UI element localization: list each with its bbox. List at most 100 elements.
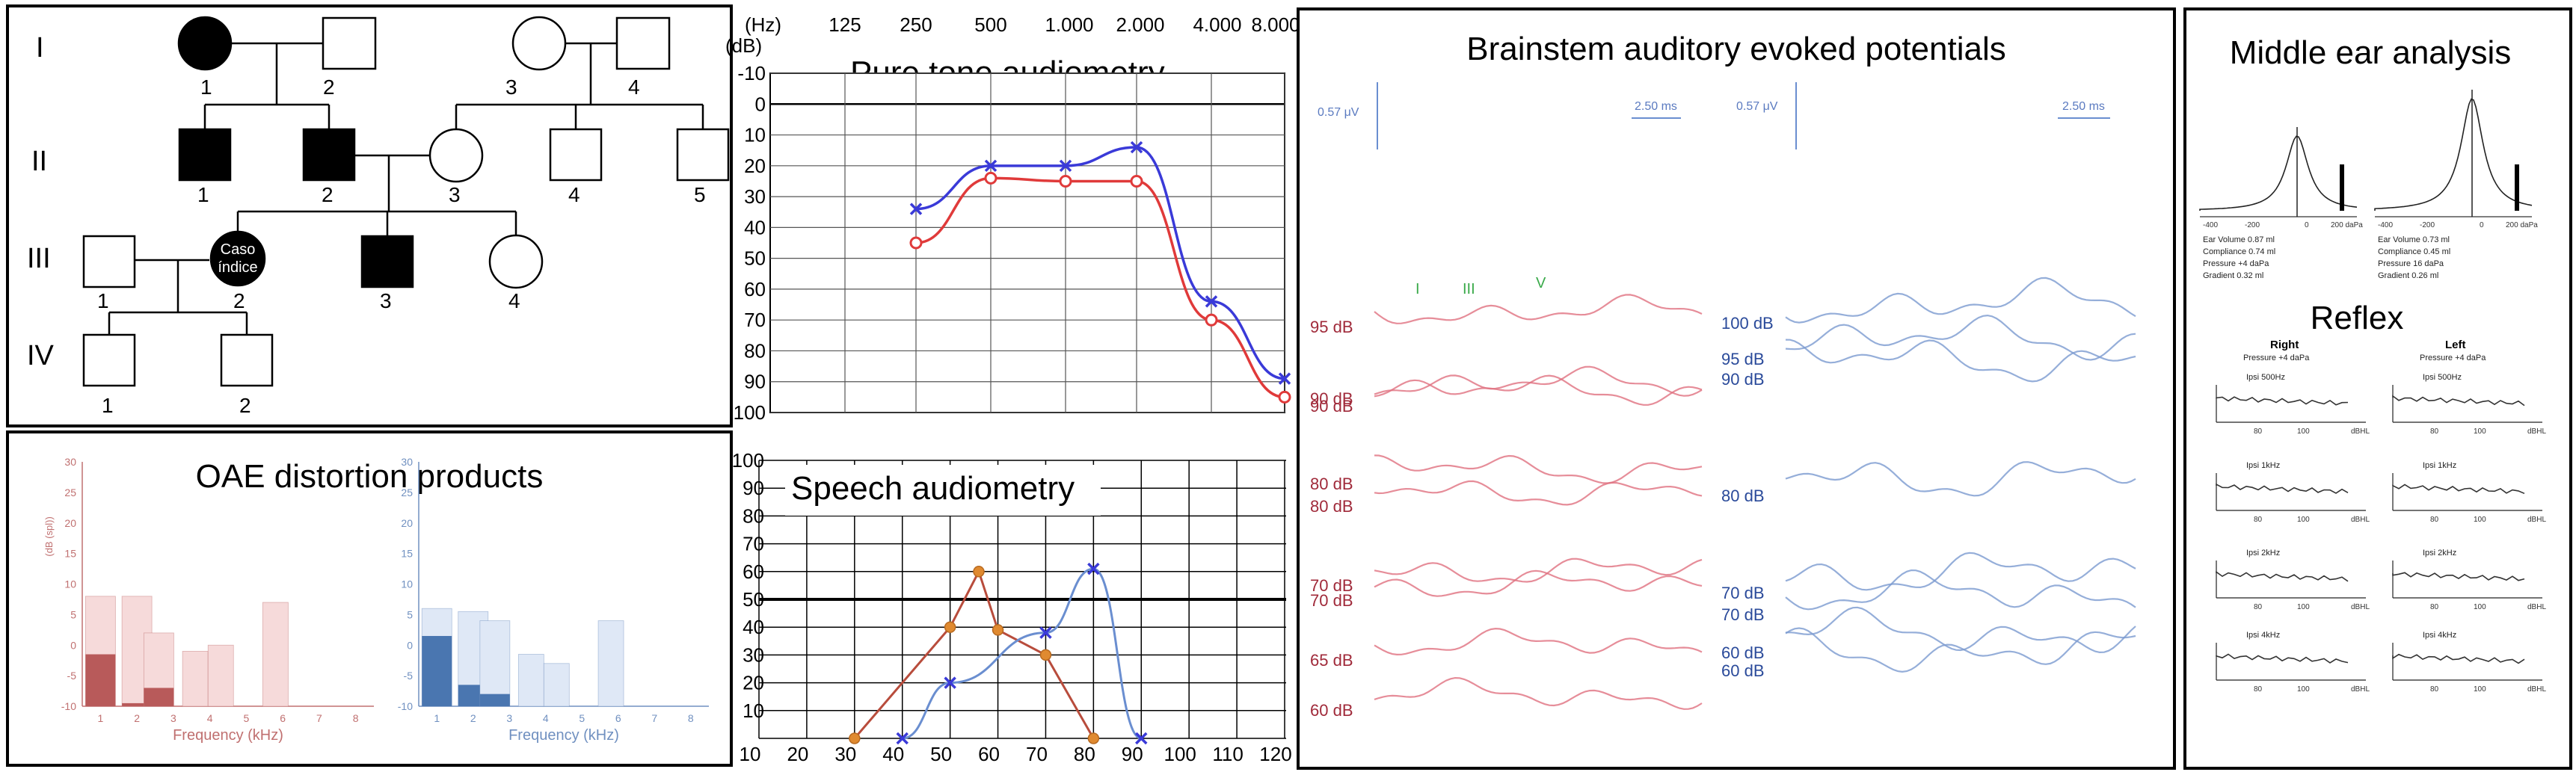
right-ear-point [1087,732,1100,744]
y-tick-label: 80 [743,504,764,527]
right-ear-point [944,621,956,633]
x-tick-label: 10 [740,743,761,765]
left-ear-trace [1785,314,2136,361]
x-tick-label: 4 [543,712,549,724]
generation-label: I [36,32,44,64]
y-tick-label: 20 [64,517,76,529]
tymp-axis-label: 0 [2480,221,2484,229]
individual-number: 2 [322,183,333,206]
reflex-axis-label: 100 [2297,685,2310,694]
x-tick-label: 30 [834,743,856,765]
chart-title: Middle ear analysis [2230,34,2512,71]
x-tick-label: 4 [207,712,213,724]
x-tick-label: 3 [170,712,176,724]
right-ear-curve [915,176,1285,399]
y-tick-label: -5 [404,670,414,682]
reflex-frequency: Ipsi 500Hz [2246,373,2285,382]
middle-ear-analysis: Middle ear analysis Reflex -400 -200 0 200 … [2199,34,2546,694]
y-tick-label: 50 [743,588,764,611]
generation-label: III [27,243,51,274]
y-tick-label: 100 [732,449,764,472]
tymp-value: Gradient 0.26 ml [2378,271,2438,280]
tymp-value: Ear Volume 0.73 ml [2378,235,2450,244]
y-tick-label: 10 [744,124,766,146]
individual-III2-proband [209,230,266,287]
right-ear-level-label: 95 dB [1310,318,1353,336]
left-ear-level-label: 95 dB [1721,350,1765,368]
individual-number: 1 [197,183,209,206]
x-tick-label: 5 [579,712,585,724]
tymp-value: Compliance 0.74 ml [2203,247,2275,256]
reflex-frequency: Ipsi 4kHz [2423,631,2456,640]
reflex-axis-label: 100 [2474,603,2486,611]
right-ear-level-label: 70 dB [1310,591,1353,610]
left-ear-point [1039,626,1052,639]
tymp-value: Pressure +4 daPa [2203,259,2269,268]
y-tick-label: 100 [734,401,766,424]
individual-I2 [322,16,377,70]
x-tick-label: 2 [134,712,140,724]
individual-number: 3 [449,183,461,206]
individual-II5 [676,128,730,182]
left-ear-level-label: 80 dB [1721,487,1765,505]
dp-bar [122,702,153,706]
chart-title: Brainstem auditory evoked potentials [1466,31,2006,67]
y-tick-label: 70 [744,309,766,331]
x-axis-label: Frequency (kHz) [508,727,619,744]
x-tick-label: 7 [651,712,657,724]
x-tick-label: 7 [316,712,322,724]
pedigree-frame [6,4,733,427]
individual-number: 5 [694,183,706,206]
tympanogram-curve [2199,135,2358,211]
y-tick-label: -10 [737,62,766,84]
right-ear-trace [1374,627,1703,656]
reflex-axis-label: dBHL [2351,427,2370,436]
reflex-axis-label: 80 [2254,685,2263,694]
right-ear-level-label: 90 dB [1310,397,1353,416]
y-tick-label: 30 [744,185,766,208]
noise-floor-bar [262,602,289,707]
right-ear-point [992,624,1004,636]
left-ear-point [984,159,997,173]
right-ear-point [1059,174,1072,188]
y-tick-label: -5 [67,670,77,682]
left-ear-point [1278,372,1291,385]
y-tick-label: 50 [744,247,766,270]
right-ear-level-label: 60 dB [1310,701,1353,720]
right-ear-point [1205,313,1218,327]
y-tick-label: 0 [755,93,766,115]
individual-number: 2 [323,75,335,99]
right-ear-point [909,236,923,250]
right-ear-level-label: 80 dB [1310,475,1353,493]
reflex-axis-label: 80 [2430,685,2439,694]
speech-audiogram: Speech audiometry 10 20 30 40 50 60 70 80 90 100 1… [732,449,1292,765]
individual-number: 1 [200,75,212,99]
right-ear-trace [1374,365,1703,397]
x-tick-label: 3 [506,712,512,724]
left-ear-trace [1785,339,2136,383]
reflex-axis-label: 100 [2297,516,2310,524]
left-ear-point [1059,159,1072,173]
reflex-axis-label: 80 [2254,603,2263,611]
y-tick-label: 15 [401,548,413,560]
right-ear-trace [1374,558,1703,583]
noise-floor-bar [479,620,511,707]
y-axis-label: (dB (spl)) [43,516,55,556]
noise-floor-bar [182,651,209,707]
tymp-axis-label: -200 [2245,221,2260,229]
left-ear-curve [915,146,1285,380]
x-tick-label: 70 [1026,743,1048,765]
individual-II1 [178,128,232,182]
reflex-pressure: Pressure +4 daPa [2420,353,2486,362]
reflex-frequency: Ipsi 4kHz [2246,631,2280,640]
reflex-trace [2216,483,2349,494]
x-tick-label: 80 [1074,743,1095,765]
y-tick-label: 5 [407,608,413,620]
y-tick-label: 20 [743,672,764,694]
x-tick-label: 5 [243,712,249,724]
left-ear-trace [1785,569,2136,611]
chart-title: OAE distortion products [196,458,544,495]
y-tick-label: 80 [744,339,766,362]
y-tick-label: -10 [398,700,413,712]
